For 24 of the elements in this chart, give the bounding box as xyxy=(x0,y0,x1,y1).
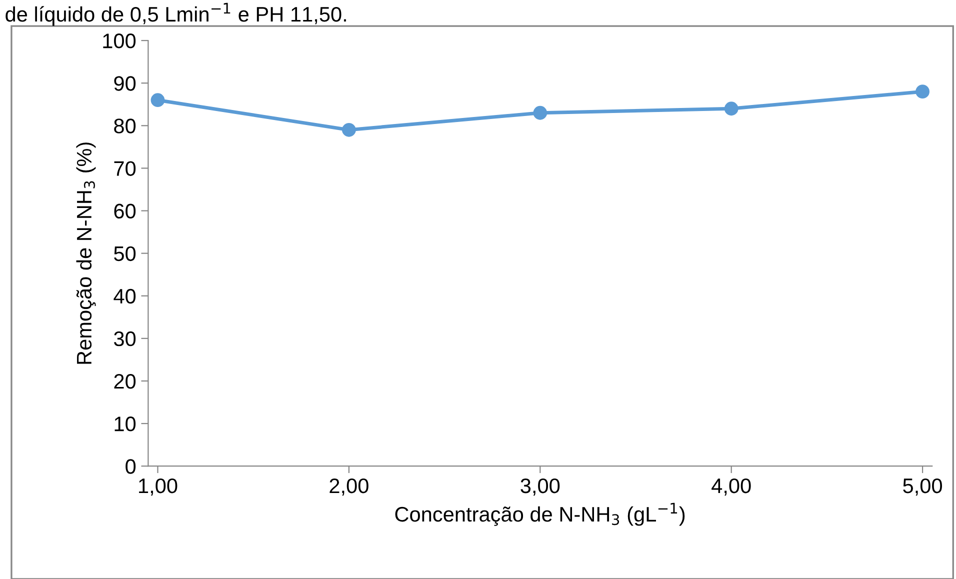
point xyxy=(533,106,548,120)
y-tick-label: 40 xyxy=(114,288,136,304)
x-tick-label: 4,00 xyxy=(712,478,751,496)
point xyxy=(916,84,930,99)
y-tick-label: 100 xyxy=(103,34,136,48)
text: de líquido de 0,5 Lmin$^{−1}$ e PH 11,50. xyxy=(6,2,346,26)
y-tick-label: 80 xyxy=(114,118,136,134)
y-tick-label: 70 xyxy=(114,161,136,176)
y-tick-label: 50 xyxy=(114,246,136,262)
y-tick-label: 30 xyxy=(114,331,136,346)
y-tick-label: 90 xyxy=(114,76,136,91)
x-tick-label: 5,00 xyxy=(903,478,942,496)
x-tick-label: 1,00 xyxy=(139,478,178,496)
y-tick-label: 20 xyxy=(114,374,136,389)
y-tick-label: 10 xyxy=(114,416,136,432)
x-axis-title: Concentração de N-NH$_{3}$ (gL$^{−1}$) xyxy=(395,502,685,526)
x-tick-label: 3,00 xyxy=(520,478,560,496)
point xyxy=(150,93,165,108)
y-tick-label: 60 xyxy=(114,204,136,219)
x-tick-label: 2,00 xyxy=(330,478,368,496)
y-tick-label: 0 xyxy=(126,459,136,474)
point xyxy=(342,122,356,137)
y-axis-title: Remoção de N-NH$_{3}$ (%) xyxy=(76,142,96,364)
point xyxy=(724,102,738,116)
